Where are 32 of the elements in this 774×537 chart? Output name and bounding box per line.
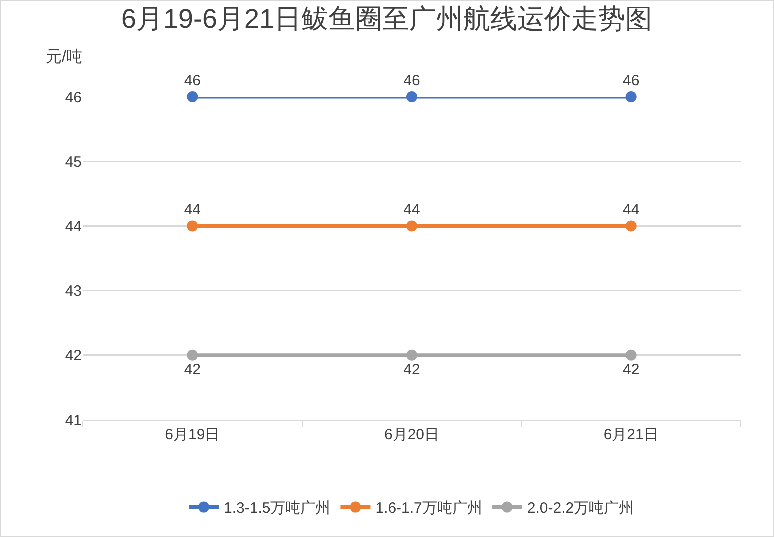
point <box>626 350 637 361</box>
point <box>626 220 637 232</box>
point <box>626 92 637 102</box>
point <box>187 350 198 361</box>
point <box>406 92 418 102</box>
data-label: 44 <box>622 202 640 219</box>
y-tick-label: 44 <box>65 218 82 236</box>
x-tick-label: 6月21日 <box>604 426 659 444</box>
data-label: 46 <box>184 72 202 90</box>
data-label: 42 <box>184 362 202 379</box>
y-tick-label: 43 <box>65 283 82 300</box>
legend-label: 1.6-1.7万吨广州 <box>376 500 482 518</box>
data-label: 42 <box>622 362 640 379</box>
legend-label: 2.0-2.2万吨广州 <box>527 500 634 518</box>
x-tick-label: 6月19日 <box>165 426 220 444</box>
data-label: 42 <box>404 362 420 379</box>
point <box>406 220 418 232</box>
y-tick-label: 45 <box>65 154 82 171</box>
y-tick-label: 46 <box>65 89 82 106</box>
legend-label: 1.3-1.5万吨广州 <box>224 500 331 518</box>
y-tick-label: 41 <box>65 412 82 430</box>
y-tick-label: 42 <box>65 348 82 365</box>
point <box>187 220 198 232</box>
point <box>406 350 418 361</box>
data-label: 46 <box>404 72 420 90</box>
x-tick-label: 6月20日 <box>384 426 440 444</box>
chart-title: 6月19-6月21日鲅鱼圈至广州航线运价走势图 <box>121 4 653 34</box>
y-axis-title: 元/吨 <box>46 48 82 66</box>
data-label: 46 <box>622 72 640 90</box>
data-label: 44 <box>404 202 420 219</box>
point <box>187 92 198 102</box>
data-label: 44 <box>184 202 202 219</box>
